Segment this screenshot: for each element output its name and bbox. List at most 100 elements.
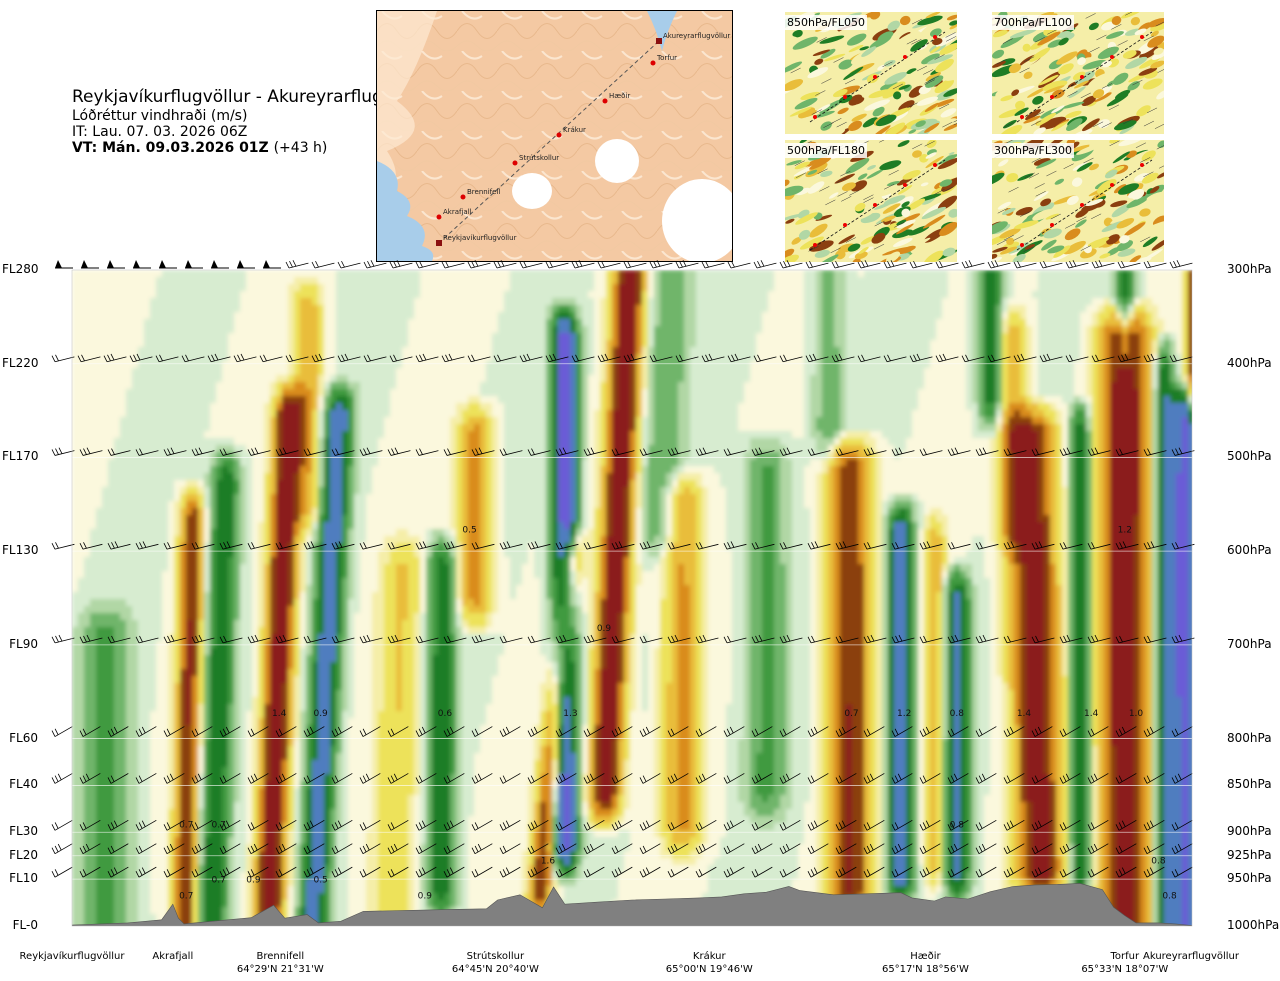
heatmap-cell	[720, 305, 727, 313]
heatmap-cell	[936, 410, 943, 418]
heatmap-cell	[846, 347, 853, 355]
heatmap-cell	[858, 410, 865, 418]
heatmap-cell	[558, 319, 565, 327]
heatmap-cell	[1176, 389, 1183, 397]
thumbnail-850[interactable]: 850hPa/FL050	[785, 12, 957, 134]
heatmap-cell	[1032, 396, 1039, 404]
heatmap-cell	[270, 319, 277, 327]
heatmap-cell	[270, 340, 277, 348]
heatmap-cell	[108, 417, 115, 425]
thumb-cell	[839, 94, 853, 104]
thumb-barb	[830, 247, 841, 254]
heatmap-cell	[762, 417, 769, 425]
heatmap-cell	[540, 403, 547, 411]
heatmap-cell	[882, 361, 889, 369]
heatmap-cell	[1044, 396, 1051, 404]
heatmap-cell	[954, 270, 961, 278]
heatmap-cell	[972, 305, 979, 313]
heatmap-cell	[804, 340, 811, 348]
thumbnail-700[interactable]: 700hPa/FL100	[992, 12, 1164, 134]
heatmap-cell	[102, 326, 109, 334]
heatmap-cell	[1116, 347, 1123, 355]
heatmap-cell	[948, 333, 955, 341]
heatmap-cell	[504, 270, 511, 278]
heatmap-cell	[72, 361, 79, 369]
heatmap-cell	[162, 424, 169, 432]
heatmap-cell	[336, 375, 343, 383]
heatmap-cell	[204, 389, 211, 397]
heatmap-cell	[780, 368, 787, 376]
thumbnail-500[interactable]: 500hPa/FL180	[785, 140, 957, 262]
thumb-cell	[879, 189, 896, 197]
thumb-cell	[785, 61, 803, 74]
fjord	[647, 11, 677, 51]
heatmap-cell	[942, 375, 949, 383]
heatmap-cell	[456, 347, 463, 355]
heatmap-cell	[438, 270, 445, 278]
heatmap-cell	[852, 326, 859, 334]
heatmap-cell	[534, 333, 541, 341]
heatmap-cell	[480, 417, 487, 425]
heatmap-cell	[1074, 382, 1081, 390]
heatmap-cell	[174, 326, 181, 334]
heatmap-cell	[90, 319, 97, 327]
heatmap-cell	[942, 270, 949, 278]
heatmap-cell	[150, 424, 157, 432]
heatmap-cell	[1002, 382, 1009, 390]
thumb-cell	[795, 212, 818, 225]
thumb-cell	[1058, 37, 1069, 46]
heatmap-cell	[978, 347, 985, 355]
heatmap-cell	[192, 361, 199, 369]
heatmap-cell	[72, 368, 79, 376]
heatmap-cell	[834, 270, 841, 278]
heatmap-cell	[954, 375, 961, 383]
heatmap-cell	[546, 319, 553, 327]
heatmap-cell	[78, 382, 85, 390]
heatmap-cell	[156, 284, 163, 292]
heatmap-cell	[582, 326, 589, 334]
heatmap-cell	[216, 375, 223, 383]
heatmap-cell	[282, 368, 289, 376]
heatmap-cell	[690, 298, 697, 306]
heatmap-cell	[174, 319, 181, 327]
heatmap-cell	[636, 361, 643, 369]
heatmap-cell	[174, 298, 181, 306]
thumbnail-300[interactable]: 300hPa/FL300	[992, 140, 1164, 262]
route-map[interactable]: Akureyrarflugvöllur Torfur Hæðir Krákur Strú…	[376, 10, 733, 262]
heatmap-cell	[612, 410, 619, 418]
heatmap-cell	[654, 291, 661, 299]
heatmap-cell	[684, 396, 691, 404]
heatmap-cell	[120, 312, 127, 320]
heatmap-cell	[594, 361, 601, 369]
heatmap-cell	[306, 410, 313, 418]
heatmap-cell	[1158, 319, 1165, 327]
heatmap-cell	[942, 333, 949, 341]
heatmap-cell	[396, 403, 403, 411]
heatmap-cell	[654, 298, 661, 306]
heatmap-cell	[552, 361, 559, 369]
thumb-cell	[1128, 189, 1144, 199]
heatmap-cell	[894, 319, 901, 327]
heatmap-cell	[480, 396, 487, 404]
heatmap-cell	[720, 284, 727, 292]
heatmap-cell	[180, 270, 187, 278]
heatmap-cell	[840, 277, 847, 285]
heatmap-cell	[996, 382, 1003, 390]
waypoint-label: Strútskollur	[519, 154, 559, 162]
heatmap-cell	[492, 410, 499, 418]
heatmap-cell	[516, 305, 523, 313]
heatmap-cell	[192, 319, 199, 327]
heatmap-cell	[366, 424, 373, 432]
heatmap-cell	[882, 298, 889, 306]
heatmap-cell	[480, 340, 487, 348]
heatmap-cell	[186, 277, 193, 285]
heatmap-cell	[648, 340, 655, 348]
heatmap-cell	[564, 382, 571, 390]
heatmap-cell	[1098, 347, 1105, 355]
heatmap-cell	[1128, 396, 1135, 404]
heatmap-cell	[804, 347, 811, 355]
heatmap-cell	[114, 305, 121, 313]
heatmap-cell	[240, 291, 247, 299]
heatmap-cell	[420, 417, 427, 425]
heatmap-cell	[684, 319, 691, 327]
